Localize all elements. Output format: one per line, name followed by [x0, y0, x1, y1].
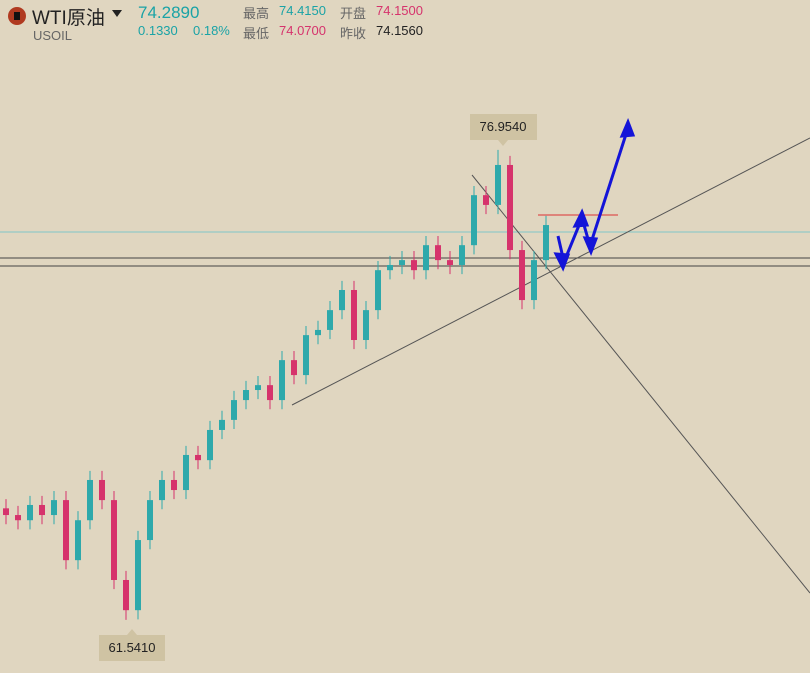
stat-label: 最低 [243, 26, 270, 41]
label-box [470, 114, 537, 140]
candle-body [327, 310, 333, 330]
candle-body [207, 429, 213, 461]
candle-body [27, 504, 33, 521]
candle-body [123, 579, 129, 611]
candle-body [483, 195, 489, 205]
candle-body [339, 289, 345, 311]
candle-body [51, 500, 57, 516]
max-label: 76.9540 [480, 119, 527, 134]
candle-body [399, 260, 405, 265]
trend-line [291, 137, 810, 406]
candle-body [375, 270, 381, 311]
price: 74.2890 [138, 3, 200, 22]
dropdown-icon[interactable] [111, 9, 123, 19]
candle-body [507, 164, 513, 251]
candle-body [99, 479, 105, 501]
candle-body [159, 479, 165, 501]
candle-body [255, 385, 261, 391]
candle-body [243, 390, 249, 401]
arrows [553, 118, 636, 272]
candle-body [15, 515, 21, 521]
candle-body [39, 504, 45, 516]
change-pct: 0.18% [193, 23, 230, 38]
candle-body [519, 250, 525, 301]
change: 0.1330 [138, 23, 178, 38]
candle-body [279, 360, 285, 401]
stat-label: 开盘 [340, 6, 367, 21]
candles [3, 149, 549, 620]
stat-value: 74.1500 [376, 3, 423, 18]
candle-body [363, 310, 369, 341]
candle-body [75, 520, 81, 561]
candle-body [267, 385, 273, 401]
candle-body [195, 454, 201, 461]
candle-body [351, 289, 357, 341]
code: USOIL [33, 28, 73, 43]
label-box [99, 635, 165, 661]
stat-label: 最高 [243, 6, 270, 21]
candle-body [543, 225, 549, 261]
candle-body [147, 500, 153, 541]
candle-body [87, 479, 93, 521]
stat-label: 昨收 [340, 26, 367, 41]
min-label: 61.5410 [109, 640, 156, 655]
candle-body [423, 245, 429, 271]
candle-body [111, 500, 117, 580]
candle-body [471, 195, 477, 246]
candle-body [495, 164, 501, 205]
candle-body [387, 264, 393, 271]
candle-body [219, 419, 225, 430]
candle-body [303, 335, 309, 376]
trend-line [471, 174, 810, 594]
candle-body [63, 500, 69, 561]
candle-body [447, 260, 453, 265]
candle-body [411, 260, 417, 271]
symbol[interactable]: WTI原油 [32, 8, 105, 29]
stat-value: 74.0700 [279, 23, 326, 38]
candle-body [459, 245, 465, 265]
candle-body [171, 479, 177, 491]
candle-body [183, 454, 189, 491]
candle-body [3, 508, 9, 516]
symbol-icon [8, 7, 26, 25]
candle-body [135, 540, 141, 611]
candle-body [435, 245, 441, 261]
stat-value: 74.1560 [376, 23, 423, 38]
candle-body [531, 260, 537, 301]
candle-body [315, 329, 321, 336]
label-pointer [127, 629, 137, 635]
stat-value: 74.4150 [279, 3, 326, 18]
candle-body [231, 400, 237, 420]
candle-body [291, 360, 297, 376]
label-pointer [498, 140, 508, 146]
